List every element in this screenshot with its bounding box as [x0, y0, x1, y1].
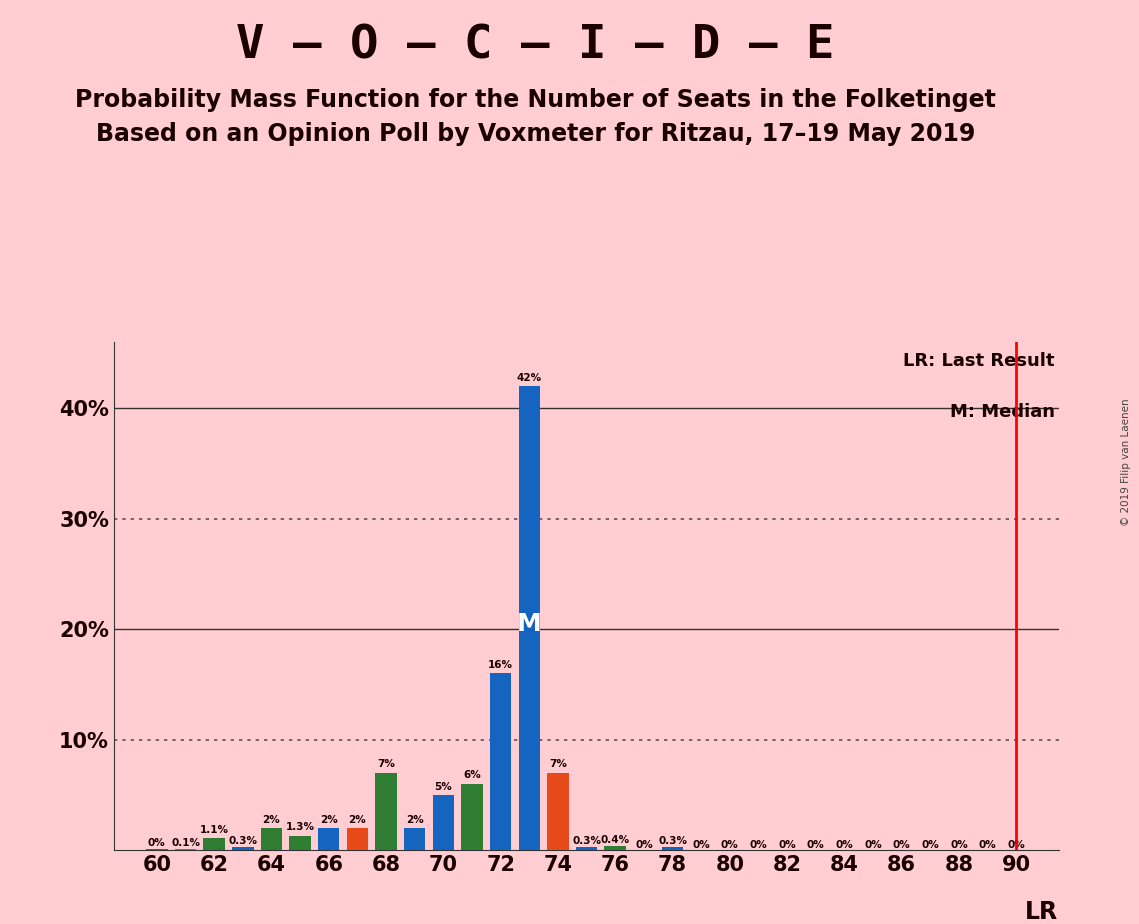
- Text: 0%: 0%: [778, 840, 796, 849]
- Text: 2%: 2%: [320, 815, 337, 824]
- Text: 0.3%: 0.3%: [572, 836, 601, 846]
- Text: 0%: 0%: [921, 840, 940, 849]
- Bar: [204, 838, 224, 850]
- Text: © 2019 Filip van Laenen: © 2019 Filip van Laenen: [1121, 398, 1131, 526]
- Bar: [318, 828, 339, 850]
- Text: 0%: 0%: [978, 840, 997, 849]
- Text: 0.1%: 0.1%: [171, 838, 200, 848]
- Text: 16%: 16%: [489, 660, 514, 670]
- Text: 0%: 0%: [148, 838, 166, 848]
- Text: 6%: 6%: [464, 771, 481, 781]
- Text: 0%: 0%: [836, 840, 853, 849]
- Bar: [576, 846, 597, 850]
- Text: 1.3%: 1.3%: [286, 822, 314, 833]
- Text: 0.3%: 0.3%: [228, 836, 257, 846]
- Text: 0%: 0%: [865, 840, 882, 849]
- Text: 2%: 2%: [263, 815, 280, 824]
- Bar: [490, 674, 511, 850]
- Text: V – O – C – I – D – E: V – O – C – I – D – E: [236, 23, 835, 68]
- Bar: [232, 846, 254, 850]
- Bar: [518, 386, 540, 850]
- Text: 42%: 42%: [517, 372, 542, 383]
- Text: LR: Last Result: LR: Last Result: [903, 352, 1055, 370]
- Bar: [404, 828, 426, 850]
- Bar: [174, 849, 196, 850]
- Text: Based on an Opinion Poll by Voxmeter for Ritzau, 17–19 May 2019: Based on an Opinion Poll by Voxmeter for…: [96, 122, 975, 146]
- Bar: [261, 828, 282, 850]
- Bar: [461, 784, 483, 850]
- Bar: [547, 772, 568, 850]
- Bar: [605, 845, 626, 850]
- Text: Probability Mass Function for the Number of Seats in the Folketinget: Probability Mass Function for the Number…: [75, 88, 995, 112]
- Text: LR: LR: [1025, 900, 1058, 924]
- Text: 1.1%: 1.1%: [199, 824, 229, 834]
- Text: M: M: [517, 612, 542, 636]
- Text: 0%: 0%: [636, 840, 653, 849]
- Bar: [289, 835, 311, 850]
- Bar: [346, 828, 368, 850]
- Text: 2%: 2%: [349, 815, 367, 824]
- Text: 0%: 0%: [721, 840, 739, 849]
- Bar: [146, 849, 167, 850]
- Text: 0%: 0%: [806, 840, 825, 849]
- Bar: [433, 795, 454, 850]
- Text: 0%: 0%: [749, 840, 768, 849]
- Text: 0%: 0%: [1007, 840, 1025, 849]
- Text: 0.4%: 0.4%: [600, 835, 630, 845]
- Bar: [662, 846, 683, 850]
- Text: M: Median: M: Median: [950, 403, 1055, 420]
- Text: 0%: 0%: [693, 840, 710, 849]
- Text: 5%: 5%: [434, 782, 452, 792]
- Bar: [376, 772, 396, 850]
- Text: 7%: 7%: [549, 760, 567, 770]
- Text: 2%: 2%: [405, 815, 424, 824]
- Text: 7%: 7%: [377, 760, 395, 770]
- Text: 0%: 0%: [950, 840, 968, 849]
- Text: 0%: 0%: [893, 840, 910, 849]
- Text: 0.3%: 0.3%: [658, 836, 687, 846]
